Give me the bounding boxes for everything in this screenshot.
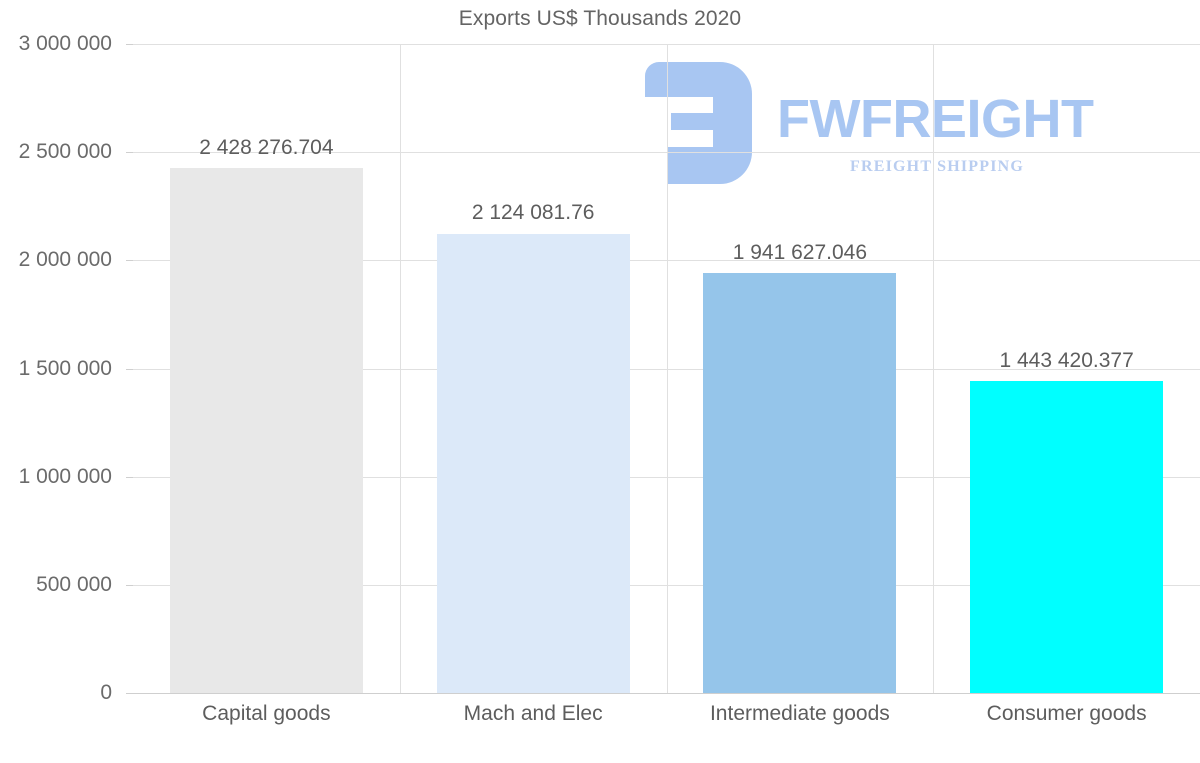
y-tick-mark <box>126 693 133 694</box>
y-tick-label: 3 000 000 <box>18 32 112 55</box>
x-tick-label: Capital goods <box>202 702 331 725</box>
gridline-horizontal <box>133 44 1200 45</box>
x-tick-label: Consumer goods <box>986 702 1147 725</box>
y-tick-mark <box>126 152 133 154</box>
bar[interactable] <box>169 167 363 693</box>
y-tick-mark <box>126 476 133 478</box>
y-tick-label: 0 <box>100 681 112 704</box>
bar[interactable] <box>703 272 897 693</box>
gridline-vertical <box>667 44 668 693</box>
y-tick-mark <box>126 584 133 586</box>
plot-area: 2 428 276.704 2 124 081.76 1 941 627.046 1 … <box>133 44 1200 694</box>
gridline-horizontal <box>133 476 1200 478</box>
x-tick-label: Intermediate goods <box>709 702 890 725</box>
y-tick-mark <box>126 368 133 370</box>
y-tick-label: 2 500 000 <box>18 140 112 164</box>
y-tick-mark <box>126 260 133 262</box>
bar-value-label: 1 443 420.377 <box>999 348 1134 372</box>
bar-value-label: 2 428 276.704 <box>199 135 334 159</box>
gridline-horizontal <box>133 368 1200 370</box>
bar[interactable] <box>436 233 630 693</box>
gridline-horizontal <box>133 152 1200 154</box>
bar-value-label: 1 941 627.046 <box>732 240 868 264</box>
bar-value-label: 2 124 081.76 <box>471 201 595 225</box>
chart-title: Exports US$ Thousands 2020 <box>458 7 742 30</box>
x-tick-label: Mach and Elec <box>463 702 603 725</box>
gridline-horizontal <box>133 260 1200 262</box>
gridline-horizontal <box>133 584 1200 586</box>
bar[interactable] <box>970 380 1164 693</box>
x-axis-baseline <box>133 693 1200 694</box>
y-tick-label: 1 500 000 <box>18 356 112 380</box>
gridline-vertical <box>400 44 401 693</box>
y-tick-label: 500 000 <box>36 572 112 596</box>
y-tick-label: 2 000 000 <box>18 248 112 272</box>
y-tick-label: 1 000 000 <box>18 464 112 488</box>
y-tick-mark <box>126 44 133 45</box>
gridline-vertical <box>933 44 934 693</box>
